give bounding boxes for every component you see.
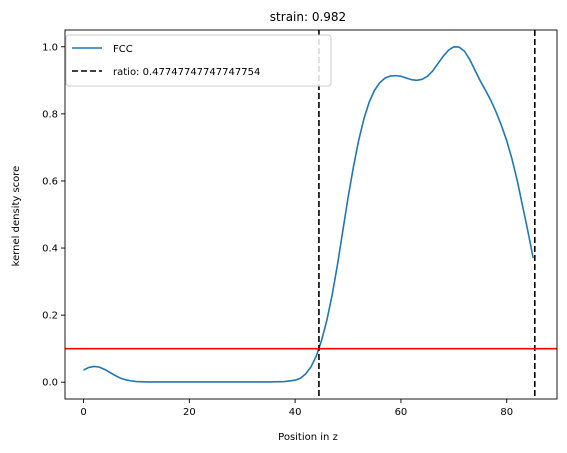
y-tick-label: 0.0 — [42, 378, 58, 389]
y-tick-label: 0.6 — [42, 176, 58, 187]
legend-label-fcc: FCC — [113, 44, 133, 55]
x-tick-label: 60 — [395, 407, 408, 418]
y-tick-label: 0.2 — [42, 311, 58, 322]
x-tick-label: 80 — [500, 407, 513, 418]
plot-frame — [64, 29, 558, 400]
y-tick-label: 0.8 — [42, 109, 58, 120]
y-tick-label: 1.0 — [42, 42, 58, 53]
y-axis-label: kernel density score — [11, 166, 22, 267]
x-tick-label: 20 — [183, 407, 196, 418]
legend-label-ratio: ratio: 0.47747747747747754 — [113, 67, 260, 78]
legend: FCC ratio: 0.47747747747747754 — [65, 34, 332, 87]
fcc-density-line — [83, 45, 534, 383]
x-axis-label: Position in z — [278, 432, 338, 443]
x-tick-label: 0 — [80, 407, 86, 418]
x-tick-label: 40 — [289, 407, 302, 418]
legend-box — [65, 34, 332, 87]
plot-layer: 0 20 40 60 80 0.0 0.2 0.4 0.6 0.8 1.0 — [42, 29, 558, 418]
chart-title: strain: 0.982 — [270, 10, 346, 24]
y-tick-label: 0.4 — [42, 244, 58, 255]
